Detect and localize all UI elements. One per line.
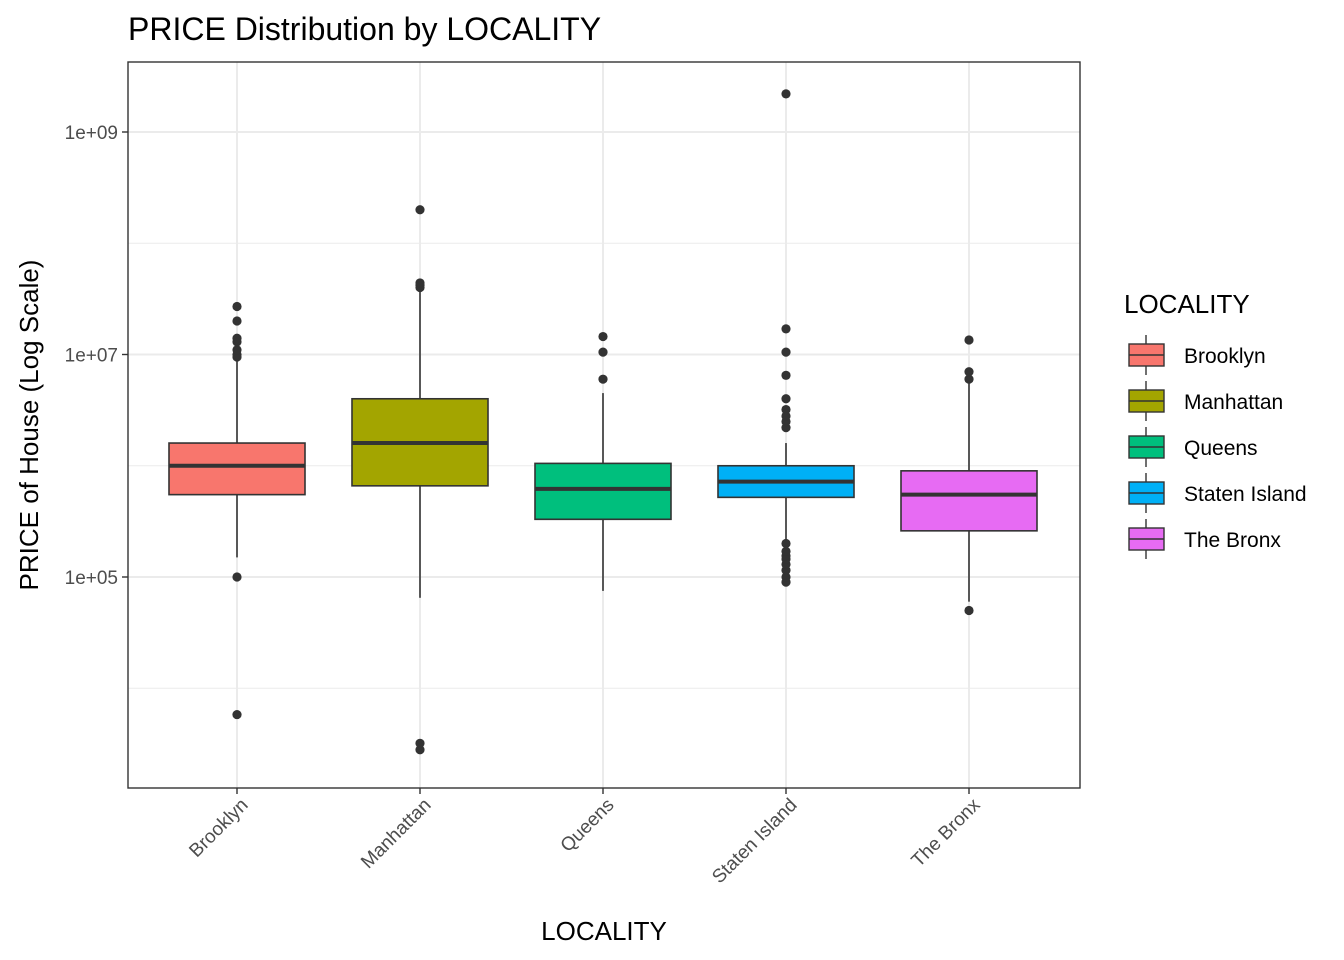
x-tick-label: Manhattan (357, 795, 435, 873)
y-axis-title: PRICE of House (Log Scale) (14, 260, 44, 591)
legend-item-queens: Queens (1128, 427, 1258, 467)
outlier-point (781, 538, 791, 549)
outlier-point (232, 345, 242, 355)
y-axis: 1e+05 1e+07 1e+09 (65, 123, 128, 589)
iqr-box (534, 462, 672, 521)
x-tick-label: The Bronx (908, 794, 985, 871)
outlier-point (598, 331, 608, 342)
x-tick-label: Brooklyn (185, 795, 252, 862)
iqr-box (168, 442, 306, 496)
legend-label: Manhattan (1184, 391, 1283, 414)
outlier-point (232, 709, 242, 720)
legend-label: The Bronx (1184, 529, 1281, 552)
outlier-point (781, 370, 791, 380)
box-layer (168, 89, 1038, 755)
legend-item-the-bronx: The Bronx (1128, 519, 1281, 559)
box-staten-island (717, 89, 855, 587)
y-tick-label: 1e+05 (65, 568, 118, 589)
outlier-point (415, 745, 425, 755)
outlier-point (964, 367, 974, 377)
box-the-bronx (900, 335, 1038, 616)
box-manhattan (351, 205, 489, 755)
grid (128, 62, 1080, 788)
panel-border (127, 61, 1081, 789)
y-tick-label: 1e+09 (65, 123, 118, 144)
iqr-box (900, 470, 1038, 532)
outlier-point (415, 205, 425, 215)
legend-item-brooklyn: Brooklyn (1128, 335, 1266, 375)
box-brooklyn (168, 301, 306, 720)
outlier-point (232, 301, 242, 312)
outlier-point (415, 738, 425, 748)
x-axis-title: LOCALITY (541, 916, 667, 946)
legend-title: LOCALITY (1124, 289, 1250, 319)
outlier-point (232, 333, 242, 343)
outlier-point (598, 374, 608, 384)
legend: LOCALITY Brooklyn Manhattan Queens Staten I… (1124, 289, 1307, 559)
legend-item-staten-island: Staten Island (1128, 473, 1307, 513)
outlier-point (232, 572, 242, 582)
outlier-point (964, 374, 974, 384)
y-tick-label: 1e+07 (65, 346, 118, 367)
outlier-point (964, 335, 974, 345)
outlier-point (781, 347, 791, 357)
legend-item-manhattan: Manhattan (1128, 381, 1283, 421)
chart-title: PRICE Distribution by LOCALITY (128, 11, 601, 47)
outlier-point (781, 394, 791, 404)
outlier-point (781, 404, 791, 415)
outlier-point (781, 572, 791, 582)
outlier-point (598, 347, 608, 357)
outlier-point (964, 605, 974, 616)
x-tick-label: Queens (557, 795, 619, 857)
legend-label: Staten Island (1184, 483, 1307, 506)
legend-label: Brooklyn (1184, 345, 1266, 368)
x-tick-label: Staten Island (708, 795, 801, 888)
outlier-point (781, 324, 791, 334)
box-queens (534, 331, 672, 591)
outlier-point (415, 278, 425, 288)
legend-label: Queens (1184, 437, 1258, 460)
outlier-point (781, 89, 791, 99)
outlier-point (781, 546, 791, 556)
x-axis: Brooklyn Manhattan Queens Staten Island The … (185, 788, 985, 888)
outlier-point (232, 316, 242, 326)
outlier-point (781, 411, 791, 421)
